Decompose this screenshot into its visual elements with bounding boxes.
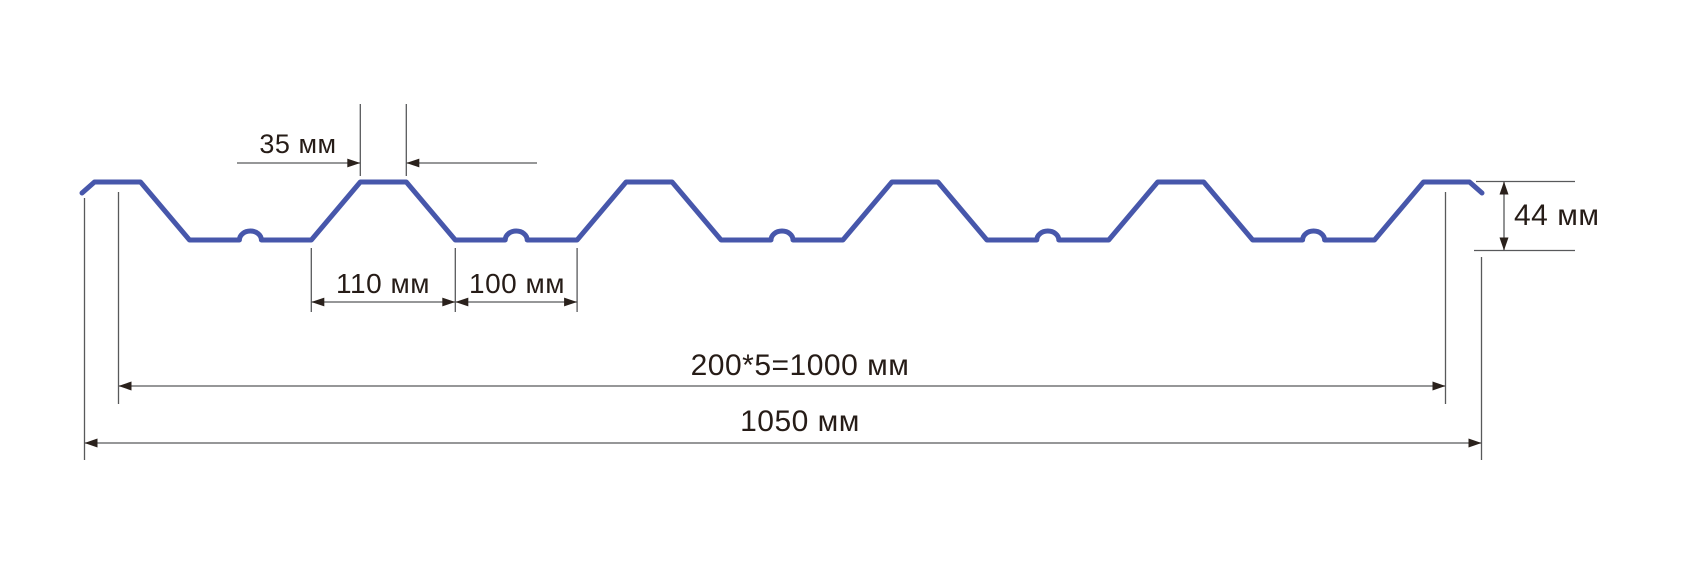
dim-rib-base-width-label: 110 мм: [336, 268, 430, 299]
dim-working-width-label: 200*5=1000 мм: [691, 349, 910, 382]
dim-working-width: 200*5=1000 мм: [117, 192, 1447, 404]
arrowhead-left-icon: [84, 438, 98, 448]
arrowhead-up-icon: [1499, 181, 1509, 195]
arrowhead-right-icon: [1432, 381, 1446, 391]
dim-overall-width-label: 1050 мм: [740, 405, 860, 438]
arrowhead-left-icon: [406, 158, 420, 168]
arrowhead-right-icon: [347, 158, 361, 168]
arrowhead-left-icon: [311, 297, 325, 307]
dim-crest-top-width-label: 35 мм: [259, 129, 336, 159]
arrowhead-right-icon: [442, 297, 456, 307]
sheet-profile-path: [79, 179, 1485, 243]
dim-crest-top-width: 35 мм: [237, 104, 537, 176]
arrowhead-down-icon: [1499, 237, 1509, 251]
dim-profile-height-label: 44 мм: [1514, 199, 1599, 232]
arrowhead-right-icon: [1468, 438, 1482, 448]
arrowhead-left-icon: [455, 297, 469, 307]
arrowhead-left-icon: [118, 381, 132, 391]
dim-valley-width-label: 100 мм: [469, 268, 565, 299]
dim-overall-width: 1050 мм: [83, 198, 1483, 460]
dim-rib-and-valley-width: 110 мм 100 мм: [310, 248, 578, 312]
sheet-profile: [79, 179, 1485, 243]
dim-profile-height: 44 мм: [1474, 180, 1599, 252]
arrowhead-right-icon: [564, 297, 578, 307]
